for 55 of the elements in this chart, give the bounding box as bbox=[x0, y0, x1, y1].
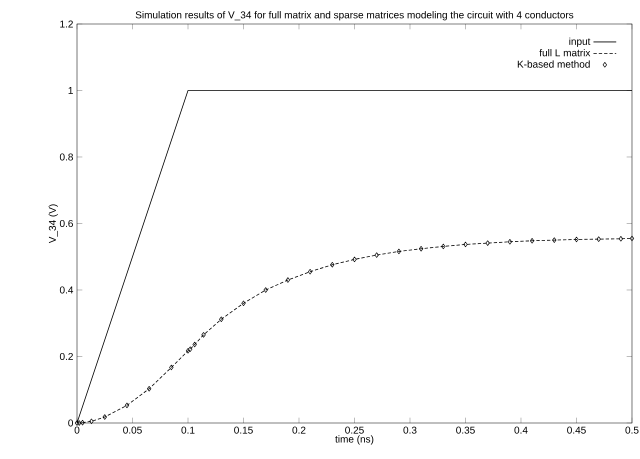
point bbox=[147, 386, 152, 392]
x-tick-label: 0.25 bbox=[345, 426, 364, 434]
x-tick-label: 0 bbox=[74, 426, 80, 434]
point bbox=[508, 239, 512, 245]
x-tick-label: 0.5 bbox=[625, 426, 639, 434]
point bbox=[596, 236, 601, 242]
x-axis-title: time (ns) bbox=[335, 435, 374, 445]
point bbox=[330, 262, 334, 268]
chart-title: Simulation results of V_34 for full matrix and sparse matrices modeling the circuit with 4 conductors bbox=[136, 11, 574, 20]
y-tick-label: 0.4 bbox=[60, 286, 74, 294]
y-tick-label: 0.2 bbox=[60, 352, 73, 360]
x-tick-label: 0.15 bbox=[234, 426, 253, 434]
y-tick-label: 0 bbox=[68, 419, 74, 427]
x-tick-label: 0.45 bbox=[567, 426, 586, 434]
y-tick-label: 1.2 bbox=[60, 20, 73, 28]
point bbox=[169, 364, 174, 370]
point bbox=[308, 268, 312, 274]
y-axis-title: V_34 (V) bbox=[48, 204, 58, 244]
point bbox=[286, 277, 290, 283]
y-tick-label: 1 bbox=[68, 87, 73, 94]
x-tick-label: 0.1 bbox=[181, 426, 194, 434]
point bbox=[374, 252, 379, 258]
x-tick-label: 0.35 bbox=[456, 426, 475, 434]
point bbox=[630, 236, 634, 242]
point bbox=[219, 316, 224, 322]
legend-label: full L matrix bbox=[539, 48, 590, 56]
point bbox=[486, 240, 490, 246]
point bbox=[264, 287, 268, 293]
point bbox=[102, 414, 107, 420]
point bbox=[77, 420, 82, 426]
point bbox=[201, 332, 206, 338]
point bbox=[192, 342, 197, 348]
point bbox=[80, 420, 85, 426]
point bbox=[552, 237, 556, 243]
legend-label: K-based method bbox=[518, 60, 590, 68]
point bbox=[463, 242, 468, 248]
x-tick-label: 0.4 bbox=[514, 426, 528, 434]
legend-label: input bbox=[569, 38, 590, 47]
point bbox=[124, 402, 130, 408]
y-tick-label: 0.6 bbox=[60, 220, 73, 228]
point bbox=[89, 418, 94, 424]
point bbox=[618, 236, 624, 242]
point bbox=[530, 238, 534, 244]
y-tick-label: 0.8 bbox=[60, 153, 73, 161]
point bbox=[396, 248, 402, 254]
point bbox=[441, 244, 446, 250]
x-tick-label: 0.2 bbox=[292, 426, 306, 434]
x-tick-label: 0.05 bbox=[123, 426, 142, 434]
point bbox=[574, 236, 579, 242]
point bbox=[186, 348, 190, 354]
x-tick-label: 0.3 bbox=[403, 426, 417, 434]
point bbox=[241, 300, 246, 306]
point bbox=[188, 346, 192, 352]
point bbox=[352, 256, 357, 262]
point bbox=[418, 246, 424, 252]
